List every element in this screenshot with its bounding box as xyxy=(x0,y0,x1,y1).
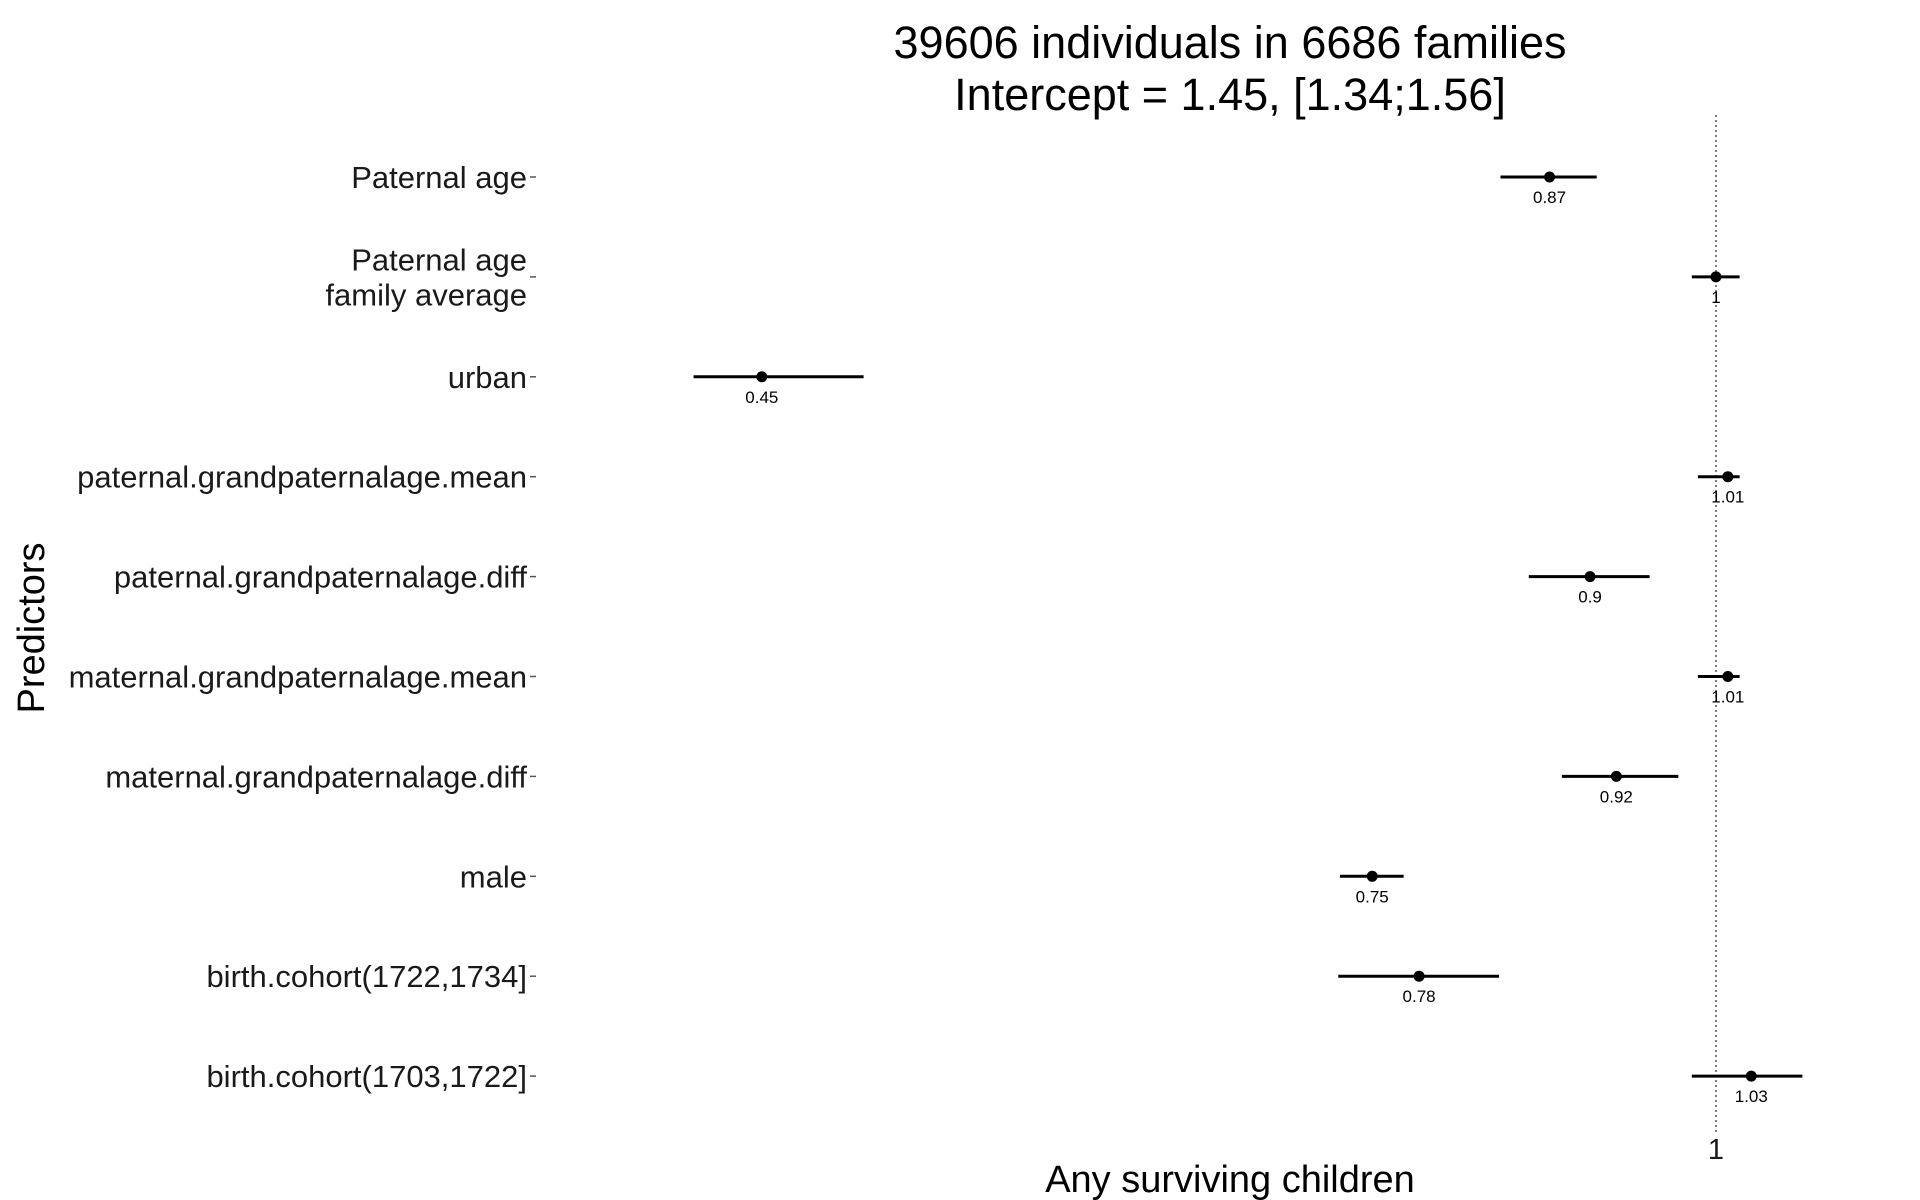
row-label: family average xyxy=(325,277,527,312)
point-estimate xyxy=(1366,870,1378,882)
estimate-label: 0.9 xyxy=(1578,588,1602,607)
chart-title: 39606 individuals in 6686 familiesInterc… xyxy=(894,17,1567,120)
x-axis-ticks: 1 xyxy=(1708,1134,1724,1166)
row-label: male xyxy=(460,859,527,894)
estimate-label: 1.03 xyxy=(1735,1087,1768,1106)
estimate-label: 0.78 xyxy=(1403,987,1436,1006)
row-label: urban xyxy=(448,360,527,395)
point-estimate xyxy=(1722,671,1734,682)
forest-row: paternal.grandpaternalage.diff 0.9 xyxy=(114,560,1650,607)
point-estimate xyxy=(1722,471,1734,483)
point-estimate xyxy=(756,371,768,383)
forest-row: urban 0.45 xyxy=(448,360,864,407)
forest-row: maternal.grandpaternalage.mean 1.01 xyxy=(69,660,1745,707)
forest-row: Paternal age 0.87 xyxy=(351,160,1597,207)
row-label: maternal.grandpaternalage.mean xyxy=(69,660,527,695)
estimate-label: 0.75 xyxy=(1356,887,1389,906)
point-estimate xyxy=(1745,1070,1757,1082)
row-label: Paternal age xyxy=(351,160,527,195)
row-label: Paternal age xyxy=(351,242,527,277)
row-label: birth.cohort(1703,1722] xyxy=(206,1059,527,1094)
row-label: paternal.grandpaternalage.diff xyxy=(114,560,527,595)
point-estimate xyxy=(1544,171,1556,183)
forest-row: male 0.75 xyxy=(460,859,1404,906)
estimate-label: 0.87 xyxy=(1533,188,1566,207)
estimate-label: 1 xyxy=(1711,288,1720,307)
point-estimate xyxy=(1610,770,1622,782)
estimate-label: 1.01 xyxy=(1711,688,1744,707)
chart-title-line: Intercept = 1.45, [1.34;1.56] xyxy=(954,69,1506,120)
x-axis-title: Any surviving children xyxy=(1045,1159,1415,1200)
point-estimate xyxy=(1710,271,1722,283)
row-label: paternal.grandpaternalage.mean xyxy=(77,460,527,495)
forest-row: birth.cohort(1703,1722] 1.03 xyxy=(206,1059,1803,1106)
row-label: birth.cohort(1722,1734] xyxy=(206,959,527,994)
x-tick-label: 1 xyxy=(1708,1134,1724,1166)
point-estimate xyxy=(1584,571,1596,583)
forest-row: birth.cohort(1722,1734] 0.78 xyxy=(206,959,1500,1006)
estimate-label: 0.45 xyxy=(745,388,778,407)
chart-title-line: 39606 individuals in 6686 families xyxy=(894,17,1567,68)
forest-row: paternal.grandpaternalage.mean 1.01 xyxy=(77,460,1744,507)
estimate-label: 0.92 xyxy=(1600,787,1633,806)
point-estimate xyxy=(1413,970,1425,982)
y-axis-title: Predictors xyxy=(11,542,53,713)
estimate-label: 1.01 xyxy=(1711,488,1744,507)
row-label: maternal.grandpaternalage.diff xyxy=(105,759,527,794)
forest-row: maternal.grandpaternalage.diff 0.92 xyxy=(105,759,1679,806)
